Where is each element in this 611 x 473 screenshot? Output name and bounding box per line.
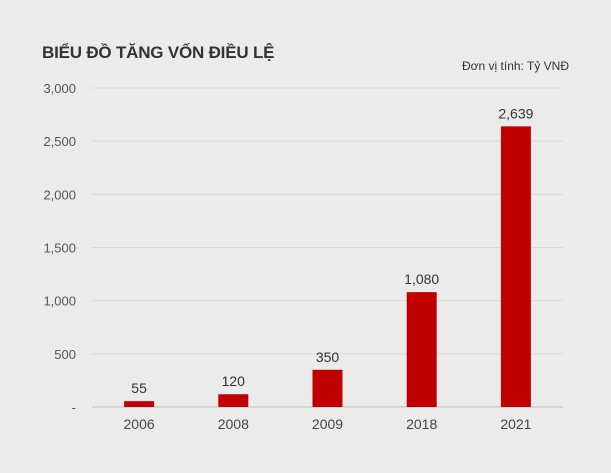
y-tick-label: 2,000 — [43, 187, 76, 202]
bar-2006 — [124, 401, 155, 407]
bar-2008 — [218, 394, 249, 407]
bar-2021 — [500, 126, 531, 408]
data-labels: 55 120 350 1,080 2,639 — [131, 105, 533, 396]
x-tick-label-2008: 2008 — [218, 416, 249, 432]
y-tick-label: 500 — [54, 347, 76, 362]
y-tick-label: 1,000 — [43, 294, 76, 309]
x-axis-category-labels: 2006 2008 2009 2018 2021 — [124, 416, 532, 432]
chart-title: BIỂU ĐỒ TĂNG VỐN ĐIỀU LỆ — [42, 43, 275, 62]
y-tick-label: - — [72, 400, 76, 415]
x-tick-label-2018: 2018 — [406, 416, 437, 432]
data-label-2018: 1,080 — [404, 271, 439, 287]
y-axis-tick-labels: - 500 1,000 1,500 2,000 2,500 3,000 — [43, 81, 76, 415]
x-tick-label-2021: 2021 — [500, 416, 531, 432]
y-tick-label: 3,000 — [43, 81, 76, 96]
x-tick-label-2009: 2009 — [312, 416, 343, 432]
gridlines — [92, 87, 563, 408]
x-tick-label-2006: 2006 — [124, 416, 155, 432]
data-label-2006: 55 — [131, 380, 147, 396]
data-label-2008: 120 — [222, 373, 246, 389]
y-tick-label: 2,500 — [43, 134, 76, 149]
y-tick-label: 1,500 — [43, 241, 76, 256]
bars — [124, 126, 531, 408]
bar-2009 — [312, 369, 343, 407]
unit-note: Đơn vị tính: Tỷ VNĐ — [461, 59, 569, 73]
bar-2018 — [406, 292, 437, 407]
data-label-2009: 350 — [316, 349, 340, 365]
data-label-2021: 2,639 — [498, 105, 533, 121]
